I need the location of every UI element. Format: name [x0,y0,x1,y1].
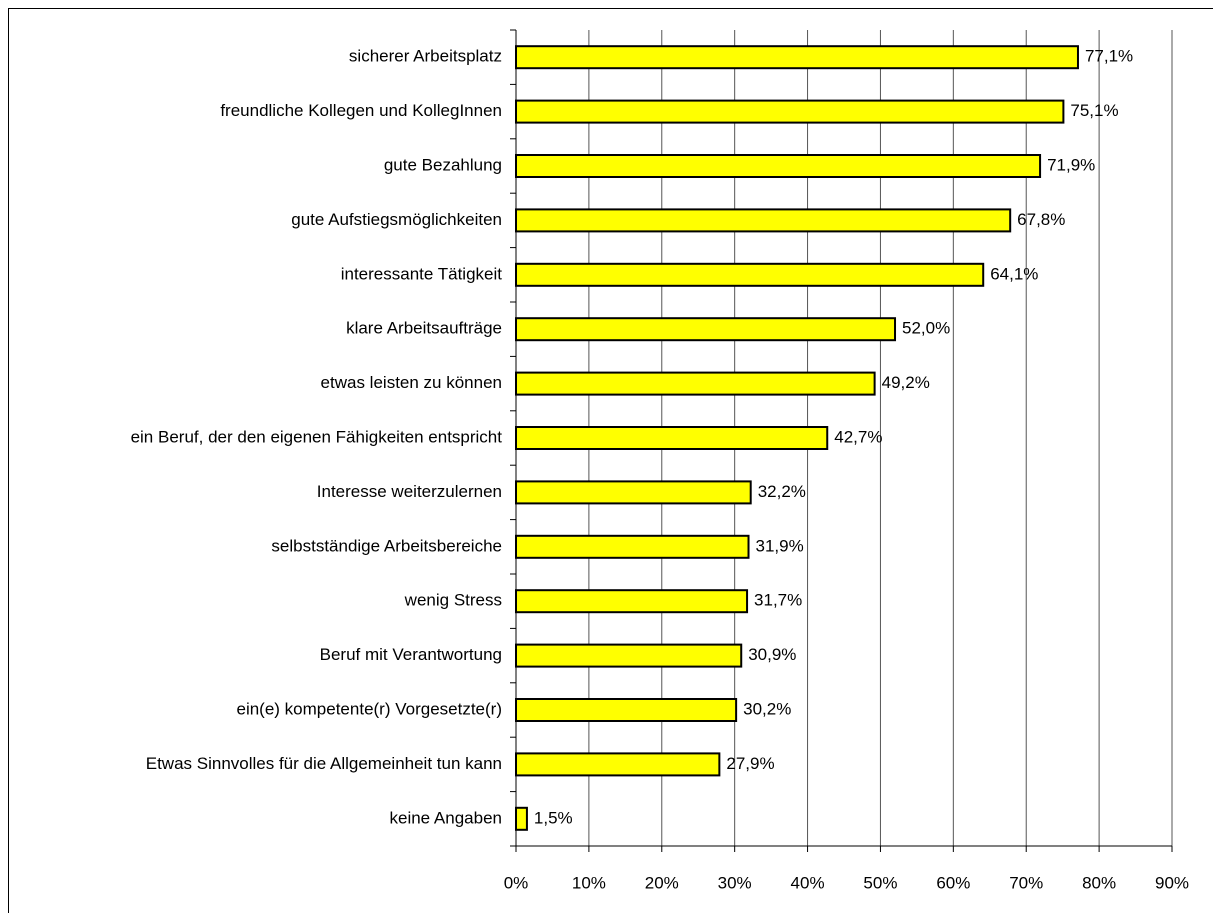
y-tick-label: klare Arbeitsaufträge [346,319,502,338]
y-tick-label: sicherer Arbeitsplatz [349,47,502,66]
y-tick-label: interessante Tätigkeit [341,264,503,283]
bar [515,99,1065,124]
y-tick-label: gute Bezahlung [384,155,502,174]
value-label: 32,2% [758,482,806,501]
value-label: 27,9% [726,754,774,773]
x-tick-label: 30% [718,873,752,892]
x-tick-label: 0% [504,873,529,892]
bar [515,643,743,668]
x-tick-label: 80% [1082,873,1116,892]
value-label: 30,9% [748,645,796,664]
y-tick-label: wenig Stress [404,591,502,610]
x-tick-label: 20% [645,873,679,892]
x-tick-label: 60% [936,873,970,892]
bar [515,806,528,831]
value-label: 75,1% [1070,101,1118,120]
bar [515,480,752,505]
y-tick-label: selbstständige Arbeitsbereiche [271,536,502,555]
bar [515,589,749,614]
bar [515,317,897,342]
bar [515,752,721,777]
bar [515,262,985,287]
x-tick-label: 40% [791,873,825,892]
value-label: 30,2% [743,699,791,718]
value-label: 31,7% [754,591,802,610]
bar [515,208,1012,233]
bar [515,426,829,450]
x-tick-label: 50% [863,873,897,892]
value-label: 77,1% [1085,47,1133,66]
chart-frame [8,8,1213,913]
y-tick-label: Beruf mit Verantwortung [320,645,502,664]
bar [515,371,876,396]
value-label: 64,1% [990,264,1038,283]
value-label: 67,8% [1017,210,1065,229]
bar [515,534,750,559]
x-tick-label: 10% [572,873,606,892]
value-label: 31,9% [756,536,804,555]
value-label: 1,5% [534,808,573,827]
bar [515,154,1042,178]
y-tick-label: Interesse weiterzulernen [317,482,502,501]
y-tick-label: etwas leisten zu können [321,373,502,392]
x-tick-label: 70% [1009,873,1043,892]
value-label: 52,0% [902,319,950,338]
bar [515,698,738,722]
y-tick-label: gute Aufstiegsmöglichkeiten [291,210,502,229]
bar [515,45,1079,70]
value-label: 42,7% [834,427,882,446]
y-tick-label: ein Beruf, der den eigenen Fähigkeiten e… [131,427,503,446]
x-tick-label: 90% [1155,873,1189,892]
y-tick-label: ein(e) kompetente(r) Vorgesetzte(r) [237,699,503,718]
value-label: 49,2% [882,373,930,392]
y-tick-label: keine Angaben [390,808,503,827]
y-tick-label: Etwas Sinnvolles für die Allgemeinheit t… [146,754,502,773]
value-label: 71,9% [1047,155,1095,174]
y-tick-label: freundliche Kollegen und KollegInnen [220,101,502,120]
